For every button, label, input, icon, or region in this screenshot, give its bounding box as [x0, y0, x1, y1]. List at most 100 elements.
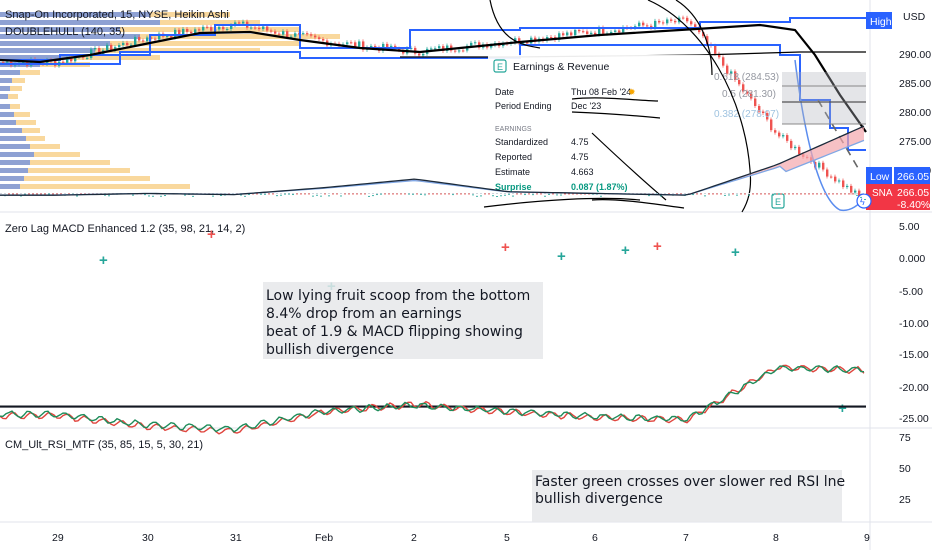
low-badge-label: Low	[870, 171, 890, 183]
candle	[282, 31, 285, 35]
macd-histogram-bar	[488, 193, 490, 195]
candle	[206, 26, 209, 28]
volume-bar	[0, 70, 20, 75]
candle	[794, 146, 797, 149]
macd-histogram-bar	[564, 193, 566, 195]
volume-bar	[0, 128, 22, 133]
macd-histogram-bar	[400, 193, 402, 195]
macd-histogram-bar	[424, 194, 426, 196]
popup-period-val: Dec '23	[571, 101, 601, 111]
macd-histogram-bar	[320, 195, 322, 197]
macd-histogram-bar	[500, 195, 502, 197]
macd-histogram-bar	[816, 193, 818, 195]
candle	[158, 33, 161, 40]
rsi-fast-line	[0, 364, 865, 435]
price-tick: 280.00	[899, 107, 931, 119]
rsi-tick: 25	[899, 494, 911, 506]
macd-histogram-bar	[680, 193, 682, 195]
candle	[830, 176, 833, 178]
macd-histogram-bar	[408, 193, 410, 195]
macd-tick: -20.00	[899, 382, 929, 394]
symbol-line[interactable]: Snap-On Incorporated, 15, NYSE, Heikin A…	[5, 9, 229, 21]
rsi-title[interactable]: CM_Ult_RSI_MTF (35, 85, 15, 5, 30, 21)	[5, 439, 203, 451]
price-axis: 290.00 285.00 280.00 275.00 270.00	[899, 49, 931, 177]
macd-histogram-bar	[240, 194, 242, 196]
candle	[458, 50, 461, 52]
macd-histogram-bar	[792, 193, 794, 195]
macd-histogram-bar	[24, 193, 26, 195]
candle	[666, 19, 669, 24]
candle	[778, 132, 781, 137]
candle	[130, 44, 133, 46]
candle	[590, 32, 593, 35]
macd-histogram-bar	[728, 194, 730, 196]
macd-histogram-bar	[532, 194, 534, 196]
candle	[622, 27, 625, 33]
macd-histogram-bar	[844, 193, 846, 195]
candle	[602, 27, 605, 34]
volume-bar	[0, 94, 8, 99]
volume-bar	[0, 176, 150, 181]
macd-histogram-bar	[452, 194, 454, 196]
volume-bar	[0, 34, 140, 39]
price-tick: 290.00	[899, 49, 931, 61]
macd-histogram-bar	[56, 193, 58, 195]
macd-histogram-bar	[476, 195, 478, 197]
candle	[310, 34, 313, 36]
currency-label[interactable]: USD	[903, 11, 926, 23]
macd-histogram-bar	[132, 194, 134, 196]
macd-histogram-bar	[248, 194, 250, 196]
volume-bar	[0, 78, 12, 83]
earnings-marker[interactable]: E	[771, 193, 785, 209]
low-value-badge	[894, 167, 930, 184]
macd-histogram-bar	[524, 194, 526, 196]
macd-histogram-bar	[256, 193, 258, 195]
candle	[194, 29, 197, 34]
low-badge	[866, 167, 892, 184]
macd-histogram-bar	[440, 193, 442, 195]
time-tick: 29	[52, 532, 64, 544]
price-tick: 275.00	[899, 136, 931, 148]
time-tick: Feb	[315, 532, 333, 544]
macd-histogram-bar	[68, 193, 70, 195]
indicator-doublehull[interactable]: DOUBLEHULL (140, 35)	[5, 26, 125, 38]
change-pct: -8.40%	[897, 199, 930, 211]
macd-tick: -5.00	[899, 286, 923, 298]
macd-histogram-bar	[484, 193, 486, 195]
candle	[722, 57, 725, 66]
macd-histogram-bar	[696, 193, 698, 195]
macd-cross-marker: +	[99, 252, 108, 269]
volume-bar	[0, 12, 150, 17]
macd-histogram-bar	[144, 194, 146, 196]
candle	[238, 22, 241, 24]
macd-histogram-bar	[252, 193, 254, 195]
low-value: 266.05	[897, 171, 929, 183]
macd-histogram-bar	[480, 195, 482, 197]
candle	[110, 44, 113, 51]
candle	[74, 56, 77, 62]
macd-tick: -10.00	[899, 318, 929, 330]
macd-histogram-bar	[584, 193, 586, 195]
candle	[118, 45, 121, 48]
candle	[66, 58, 69, 63]
candle	[90, 49, 93, 58]
macd-cross-marker: +	[838, 400, 847, 417]
candle	[314, 35, 317, 38]
candle	[182, 28, 185, 35]
volume-bar	[0, 27, 300, 32]
macd-histogram-bar	[552, 193, 554, 195]
macd-histogram-bar	[36, 193, 38, 195]
candle	[134, 37, 137, 45]
macd-histogram-bar	[456, 193, 458, 195]
candle	[726, 65, 729, 74]
macd-histogram-bar	[544, 195, 546, 197]
candle	[70, 58, 73, 62]
popup-date-val: Thu 08 Feb '24	[571, 87, 631, 97]
candle	[98, 48, 101, 55]
candle	[786, 135, 789, 141]
volume-bar	[0, 104, 10, 109]
macd-histogram-bar	[512, 195, 514, 197]
macd-title[interactable]: Zero Lag MACD Enhanced 1.2 (35, 98, 21, …	[5, 223, 245, 235]
macd-histogram-bar	[108, 195, 110, 197]
candle	[818, 162, 821, 168]
